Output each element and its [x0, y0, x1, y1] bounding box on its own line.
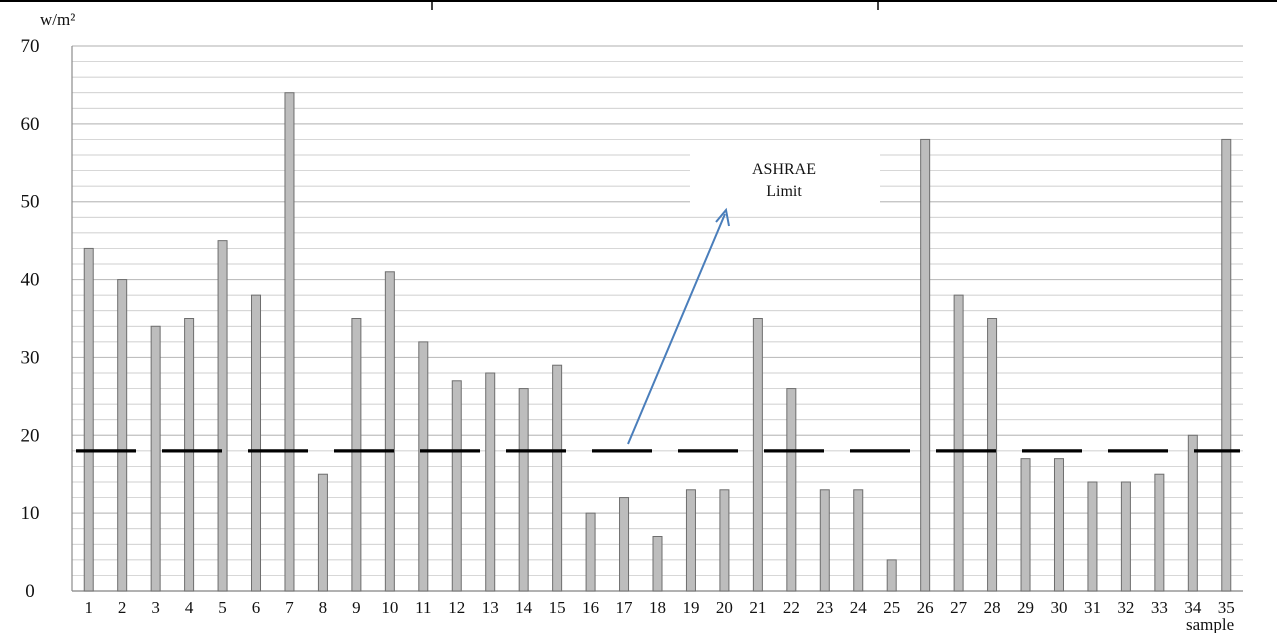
- x-tick-label: 8: [319, 598, 328, 617]
- y-tick-label: 50: [21, 192, 40, 213]
- x-tick-label: 26: [917, 598, 934, 617]
- annotation-arrow: [627, 213, 726, 445]
- y-tick-label: 60: [21, 114, 40, 135]
- bar: [1020, 458, 1031, 592]
- bar: [786, 388, 797, 592]
- y-axis-ticks: 0 10 20 30 40 50 60 70: [21, 36, 40, 602]
- x-tick-label: 23: [816, 598, 833, 617]
- bar: [752, 318, 763, 592]
- bar: [1154, 473, 1165, 592]
- bar: [150, 325, 161, 592]
- bar: [217, 240, 228, 592]
- bar: [619, 497, 630, 592]
- bar: [1221, 138, 1232, 592]
- x-tick-label: 24: [850, 598, 868, 617]
- bar: [1053, 458, 1064, 592]
- x-tick-label: 11: [415, 598, 431, 617]
- x-tick-label: 9: [352, 598, 361, 617]
- x-axis-title: sample: [1186, 615, 1234, 633]
- x-axis-ticks: 1 2 3 4 5 6 7 8 9 10 11 12 13 14 15 16 17 18 19 20 21 22 23 24 2…: [84, 598, 1234, 617]
- bar: [685, 489, 696, 592]
- y-tick-label: 20: [21, 425, 40, 446]
- x-tick-label: 15: [549, 598, 566, 617]
- annotation-box: [690, 152, 880, 208]
- bar: [819, 489, 830, 592]
- bar: [284, 92, 295, 592]
- x-tick-label: 25: [883, 598, 900, 617]
- bar: [251, 294, 262, 592]
- y-tick-label: 10: [21, 503, 40, 524]
- y-tick-label: 70: [21, 36, 40, 57]
- annotation-arrowhead: [715, 207, 730, 227]
- x-tick-label: 21: [749, 598, 766, 617]
- x-tick-label: 3: [151, 598, 160, 617]
- x-tick-label: 14: [515, 598, 533, 617]
- bar: [518, 388, 529, 592]
- bar: [1187, 434, 1198, 592]
- x-tick-label: 7: [285, 598, 294, 617]
- bar: [920, 138, 931, 592]
- x-tick-label: 33: [1151, 598, 1168, 617]
- x-tick-label: 35: [1218, 598, 1235, 617]
- bar: [886, 559, 897, 592]
- bar: [853, 489, 864, 592]
- bar: [953, 294, 964, 592]
- bar: [552, 364, 563, 592]
- x-tick-label: 22: [783, 598, 800, 617]
- x-tick-label: 1: [84, 598, 93, 617]
- bar: [1120, 481, 1131, 592]
- bar: [83, 247, 94, 592]
- x-tick-label: 32: [1117, 598, 1134, 617]
- y-axis-title: w/m²: [40, 10, 75, 29]
- x-tick-label: 2: [118, 598, 127, 617]
- x-tick-label: 18: [649, 598, 666, 617]
- x-tick-label: 34: [1184, 598, 1202, 617]
- bar: [317, 473, 328, 592]
- bars: [83, 92, 1232, 592]
- bar: [384, 271, 395, 592]
- y-tick-label: 30: [21, 347, 40, 368]
- x-tick-label: 27: [950, 598, 968, 617]
- x-tick-label: 4: [185, 598, 194, 617]
- bar: [451, 380, 462, 592]
- x-tick-label: 31: [1084, 598, 1101, 617]
- x-tick-label: 20: [716, 598, 733, 617]
- bar: [485, 372, 496, 592]
- bar: [585, 512, 596, 592]
- x-tick-label: 10: [381, 598, 398, 617]
- bar: [987, 318, 998, 592]
- x-tick-label: 17: [616, 598, 634, 617]
- bar: [117, 279, 128, 592]
- x-tick-label: 30: [1050, 598, 1067, 617]
- annotation-line1: ASHRAE: [752, 161, 816, 178]
- x-tick-label: 28: [984, 598, 1001, 617]
- x-tick-label: 5: [218, 598, 227, 617]
- y-tick-label: 0: [25, 581, 35, 602]
- x-tick-label: 12: [448, 598, 465, 617]
- bar: [418, 341, 429, 592]
- annotation-line2: Limit: [766, 183, 802, 200]
- bar: [351, 318, 362, 592]
- x-tick-label: 16: [582, 598, 599, 617]
- x-tick-label: 6: [252, 598, 261, 617]
- x-tick-label: 19: [682, 598, 699, 617]
- x-tick-label: 29: [1017, 598, 1034, 617]
- bar: [184, 318, 195, 592]
- bar: [719, 489, 730, 592]
- x-tick-label: 13: [482, 598, 499, 617]
- bar: [652, 536, 663, 592]
- gridlines: [71, 45, 1243, 592]
- y-tick-label: 40: [21, 270, 40, 291]
- bar: [1087, 481, 1098, 592]
